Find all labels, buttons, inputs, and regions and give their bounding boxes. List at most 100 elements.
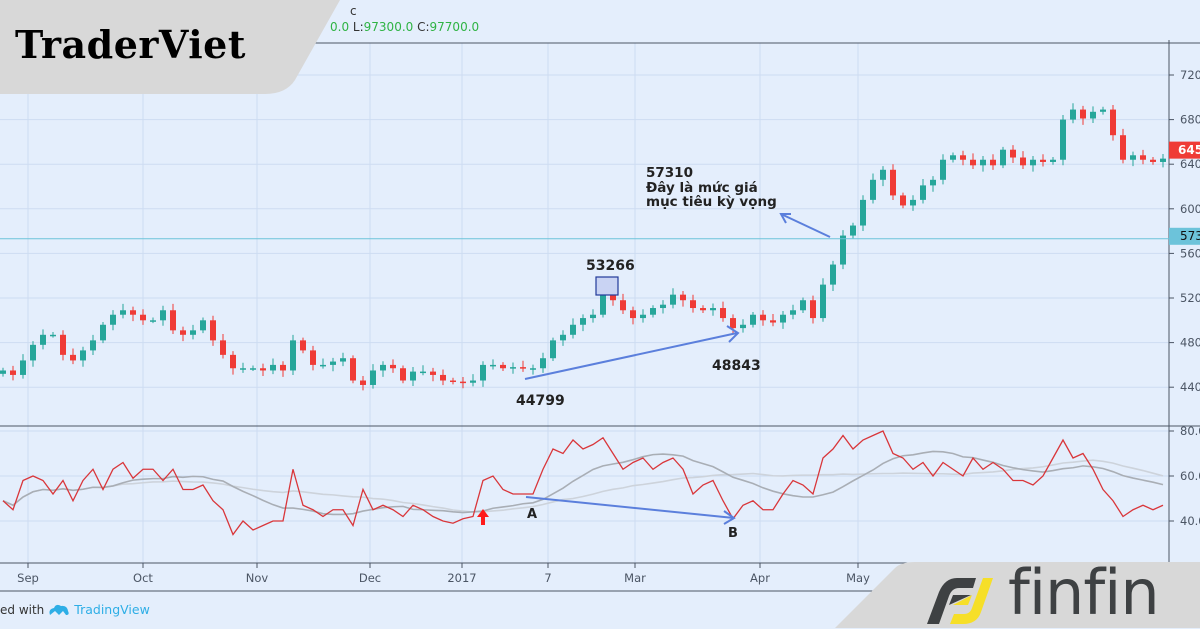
candle — [1010, 149, 1016, 158]
candle — [150, 320, 156, 322]
candle — [120, 310, 126, 315]
red-up-arrow-icon — [477, 509, 489, 525]
candle — [490, 364, 496, 367]
candle — [540, 358, 546, 369]
candle — [1090, 111, 1096, 119]
candle — [690, 300, 696, 309]
price-tick-label: 48000 — [1180, 336, 1200, 350]
candle — [290, 340, 296, 371]
target-text-line1: Đây là mức giá — [646, 180, 758, 196]
candle — [950, 155, 956, 160]
candle — [570, 324, 576, 335]
candle — [970, 159, 976, 166]
candle — [450, 380, 456, 383]
time-tick-label: Apr — [750, 571, 770, 585]
candle — [480, 364, 486, 381]
candle — [310, 350, 316, 365]
candle — [580, 318, 586, 325]
low-start-label: 44799 — [516, 393, 565, 409]
target-price-tag — [1169, 227, 1200, 245]
candle — [600, 293, 606, 315]
candle — [1000, 149, 1006, 166]
candle — [270, 364, 276, 371]
candle — [850, 225, 856, 236]
candle — [730, 318, 736, 329]
ohlc-fragment: 0.0 — [330, 20, 350, 34]
target-value-label: 57310 — [646, 165, 693, 181]
candle — [370, 370, 376, 385]
candle — [1050, 159, 1056, 162]
candle — [20, 360, 26, 375]
tradingview-link[interactable]: TradingView — [74, 602, 150, 617]
candle — [1150, 159, 1156, 162]
candle — [1020, 157, 1026, 166]
candle — [860, 199, 866, 226]
candle — [640, 314, 646, 319]
price-tick-label: 44000 — [1180, 380, 1200, 394]
point-a-label: A — [527, 507, 537, 522]
candle — [940, 159, 946, 180]
tradingview-cloud-icon — [49, 604, 69, 615]
candle — [300, 340, 306, 351]
candle — [660, 304, 666, 309]
close-value: 97700.0 — [429, 20, 480, 34]
candle — [1120, 135, 1126, 160]
last-price-tag — [1169, 141, 1200, 159]
low-value: 97300.0 — [363, 20, 414, 34]
candle — [460, 381, 466, 384]
candle — [710, 308, 716, 311]
candle — [210, 320, 216, 341]
candle — [1060, 119, 1066, 160]
candle — [350, 358, 356, 381]
traderviet-logo-background — [0, 0, 340, 94]
time-tick-label: Mar — [624, 571, 646, 585]
candle — [140, 314, 146, 321]
rsi-ma-fast-line — [2, 450, 1164, 516]
candle — [430, 371, 436, 375]
candle — [530, 368, 536, 370]
low-label: L: — [352, 20, 364, 34]
candle — [360, 380, 366, 385]
time-tick-label: Sep — [17, 571, 39, 585]
candle — [90, 340, 96, 351]
candle — [500, 364, 506, 369]
candle — [700, 308, 706, 311]
candle — [1070, 109, 1076, 120]
rsi-ma-slow-line — [2, 459, 1164, 513]
price-tick-label: 64000 — [1180, 157, 1200, 171]
finfin-logo-text: finfin — [1008, 556, 1160, 629]
candle — [780, 314, 786, 323]
candle — [980, 159, 986, 166]
candle — [190, 330, 196, 335]
candle — [160, 310, 166, 321]
target-price-tag-text: 5731 — [1180, 229, 1200, 243]
candle — [740, 324, 746, 329]
candle — [550, 340, 556, 359]
trend-arrow-rsi — [525, 496, 736, 525]
candle — [40, 334, 46, 345]
candle — [250, 368, 256, 370]
rsi-pane — [2, 430, 1164, 536]
point-b-label: B — [728, 526, 738, 541]
candle — [770, 320, 776, 323]
candle — [900, 195, 906, 206]
candle — [1080, 109, 1086, 119]
candle — [60, 334, 66, 355]
trend-arrow-price — [524, 325, 740, 380]
candle — [910, 199, 916, 206]
candle — [410, 371, 416, 381]
time-tick-label: 7 — [544, 571, 551, 585]
candle — [390, 364, 396, 369]
candle — [880, 169, 886, 180]
candle — [240, 368, 246, 370]
candle — [650, 308, 656, 315]
candle — [670, 294, 676, 305]
ohlc-header: c 0.0 L:97300.0 C:97700.0 — [330, 4, 480, 34]
candle — [560, 334, 566, 341]
candle — [840, 235, 846, 265]
candle — [440, 374, 446, 381]
candle — [170, 310, 176, 331]
candle — [380, 364, 386, 371]
price-tick-label: 72000 — [1180, 68, 1200, 82]
